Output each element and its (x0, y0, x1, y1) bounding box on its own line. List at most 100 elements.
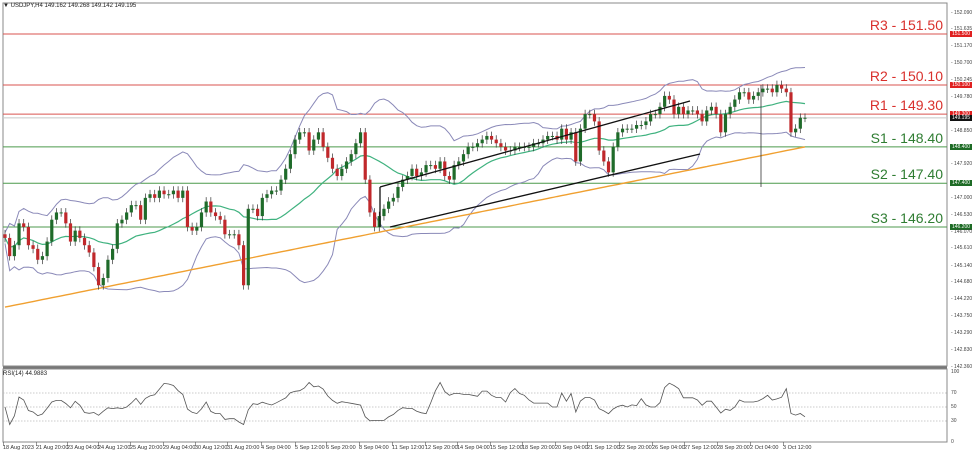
price-tag-r3: 151.500 (950, 31, 972, 37)
candle-body (354, 143, 358, 155)
candle-body (321, 132, 325, 147)
candle-body (765, 88, 770, 90)
candle-body (550, 135, 554, 137)
level-label-r2: R2 - 150.10 (869, 67, 943, 84)
candle-body (770, 88, 774, 93)
candle-body (302, 132, 307, 134)
candle-body (111, 248, 115, 260)
candle-body (616, 132, 620, 147)
candle-body (433, 165, 438, 169)
candle-body (602, 150, 606, 162)
candle-body (751, 95, 756, 100)
candle-body (256, 208, 260, 217)
price-tick: - 142.830 (951, 346, 973, 353)
candle-body (681, 106, 685, 115)
candle-body (569, 132, 573, 140)
time-tick: 18 Aug 2023 (3, 445, 34, 451)
candle-body (22, 223, 26, 227)
candle-body (564, 128, 569, 140)
time-tick: 5 Sep 12:00 (295, 445, 325, 451)
rsi-tick: 30 (951, 418, 957, 424)
candle-body (644, 121, 648, 126)
candle-body (756, 92, 760, 96)
candle-body (733, 99, 737, 107)
time-tick: 27 Sep 12:00 (684, 445, 717, 451)
level-label-s3: S3 - 146.20 (870, 210, 943, 226)
rsi-tick: 50 (951, 404, 957, 410)
candle-body (620, 128, 625, 133)
candle-body (223, 219, 227, 235)
candle-body (513, 146, 517, 151)
main-plot-frame (2, 2, 948, 367)
candle-body (784, 88, 788, 93)
candle-body (761, 88, 765, 93)
candle-body (190, 227, 194, 231)
price-tag-r1: 149.300 (950, 111, 972, 118)
candle-body (691, 110, 695, 112)
time-tick: 22 Sep 20:00 (619, 445, 652, 451)
time-tick: 21 Aug 20:00 (36, 445, 69, 451)
candle-body (410, 168, 414, 177)
candle-body (129, 205, 133, 213)
rsi-tick: 70 (951, 390, 957, 396)
price-tick: - 145.140 (951, 262, 973, 269)
candle-body (368, 179, 372, 213)
candle-body (546, 135, 550, 140)
chart-title: ▼ USDJPY,H4 149.162 149.268 149.142 149.… (3, 3, 137, 9)
candle-body (335, 168, 339, 177)
candle-body (742, 92, 746, 94)
time-tick: 6 Sep 20:00 (326, 445, 356, 451)
channel-lower (389, 153, 701, 228)
candle-body (737, 92, 742, 100)
candle-body (606, 161, 611, 173)
candle-body (45, 241, 49, 257)
candle-body (87, 245, 91, 253)
candle-body (447, 176, 452, 180)
candle-body (78, 230, 82, 238)
candle-body (489, 135, 494, 140)
candle-body (246, 208, 250, 286)
candle-body (798, 117, 802, 129)
candle-body (17, 223, 21, 246)
candle-body (794, 128, 798, 133)
time-tick: 2 Oct 04:00 (750, 445, 779, 451)
candle-body (789, 92, 793, 133)
candle-body (480, 139, 484, 144)
time-tick: 24 Aug 12:00 (98, 445, 131, 451)
price-tick: - 148.850 (951, 127, 973, 134)
candle-body (485, 135, 489, 140)
candle-body (64, 212, 68, 224)
candle-body (209, 201, 213, 213)
candle-body (630, 128, 634, 130)
candle-body (316, 132, 321, 140)
price-tick: - 144.220 (951, 296, 973, 303)
candle-body (560, 128, 564, 140)
candle-body (518, 146, 522, 148)
time-tick: 21 Sep 12:00 (587, 445, 620, 451)
level-label-r1: R1 - 149.30 (869, 97, 943, 114)
candle-body (574, 132, 578, 162)
candle-body (438, 161, 442, 169)
price-tick: - 150.245 (951, 76, 973, 83)
rsi-plot-frame (2, 368, 948, 443)
channel-upper (379, 100, 691, 188)
candle-body (274, 190, 278, 192)
time-tick: 20 Sep 04:00 (555, 445, 588, 451)
candle-body (157, 190, 161, 198)
price-tag-s3: 146.200 (950, 224, 972, 230)
candle-body (125, 212, 129, 220)
candle-body (260, 197, 264, 217)
candle-body (120, 219, 124, 224)
candle-body (195, 227, 199, 231)
candle-body (372, 212, 377, 227)
candle-body (279, 179, 283, 191)
candle-body (401, 179, 405, 187)
candle-body (181, 190, 185, 198)
candle-body (101, 277, 105, 286)
price-tick: - 149.780 (951, 93, 973, 100)
candle-body (143, 197, 147, 220)
candle-body (695, 110, 699, 115)
candle-body (185, 190, 190, 227)
price-tick: - 146.070 (951, 228, 973, 235)
